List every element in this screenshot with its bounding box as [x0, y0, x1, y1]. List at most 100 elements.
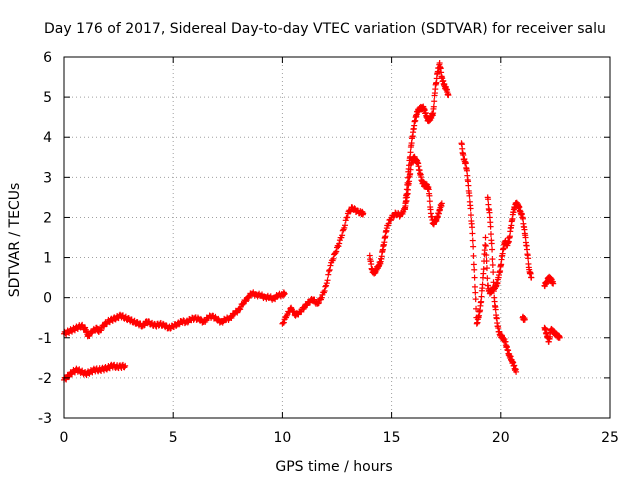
data-point — [426, 192, 433, 199]
data-point — [323, 280, 330, 287]
y-axis-label: SDTVAR / TECUs — [7, 183, 23, 298]
data-point — [472, 296, 479, 303]
data-point — [469, 230, 476, 237]
data-point — [407, 149, 414, 156]
data-marks — [61, 60, 563, 383]
data-point — [404, 179, 411, 186]
data-point — [481, 247, 488, 254]
x-tick-label: 10 — [273, 430, 291, 446]
data-point — [326, 266, 333, 273]
data-point — [513, 368, 520, 375]
data-point — [471, 274, 478, 281]
data-point — [492, 306, 499, 313]
data-point — [489, 246, 496, 253]
data-point — [98, 327, 105, 334]
data-point — [482, 242, 489, 249]
data-point — [304, 302, 311, 309]
data-point — [281, 290, 288, 297]
data-point — [387, 217, 394, 224]
y-tick-label: 1 — [43, 251, 52, 267]
data-point — [469, 237, 476, 244]
data-point — [322, 283, 329, 290]
data-point — [483, 265, 490, 272]
y-tick-label: 5 — [43, 90, 52, 106]
data-point — [339, 232, 346, 239]
data-point — [431, 98, 438, 105]
x-tick-label: 25 — [601, 430, 619, 446]
data-point — [525, 255, 532, 262]
data-point — [488, 240, 495, 247]
data-point — [318, 294, 325, 301]
data-point — [484, 275, 491, 282]
data-point — [489, 261, 496, 268]
data-point — [342, 217, 349, 224]
data-point — [487, 223, 494, 230]
data-point — [471, 266, 478, 273]
data-point — [438, 200, 445, 207]
data-point — [490, 269, 497, 276]
y-tick-label: 6 — [43, 50, 52, 66]
y-tick-label: 0 — [43, 291, 52, 307]
data-point — [479, 281, 486, 288]
data-point — [485, 196, 492, 203]
data-point — [466, 192, 473, 199]
data-point — [478, 293, 485, 300]
data-point — [280, 319, 287, 326]
data-point — [483, 258, 490, 265]
data-point — [478, 298, 485, 305]
axis-ticks: 0 5 10 15 20 25 -3 -2 -1 0 1 2 3 4 5 6 — [38, 50, 619, 446]
y-tick-label: 3 — [43, 170, 52, 186]
plot-frame — [63, 56, 611, 419]
y-tick-label: -1 — [38, 331, 52, 347]
data-point — [344, 214, 351, 221]
data-point — [471, 283, 478, 290]
data-point — [470, 261, 477, 268]
data-point — [324, 277, 331, 284]
data-point — [342, 222, 349, 229]
data-point — [430, 103, 437, 110]
data-point — [402, 200, 409, 207]
data-point — [482, 234, 489, 241]
chart-title: Day 176 of 2017, Sidereal Day-to-day VTE… — [44, 21, 606, 37]
data-point — [528, 274, 535, 281]
data-point — [470, 252, 477, 259]
data-point — [184, 319, 191, 326]
data-point — [472, 289, 479, 296]
data-point — [86, 332, 93, 339]
y-tick-label: -2 — [38, 371, 52, 387]
data-point — [336, 240, 343, 247]
y-tick-label: 2 — [43, 210, 52, 226]
x-tick-label: 0 — [60, 430, 69, 446]
data-point — [465, 182, 472, 189]
data-point — [473, 305, 480, 312]
data-point — [333, 248, 340, 255]
data-point — [332, 249, 339, 256]
data-point — [426, 198, 433, 205]
data-point — [396, 213, 403, 220]
x-tick-label: 15 — [383, 430, 401, 446]
data-point — [550, 280, 557, 287]
data-point — [487, 231, 494, 238]
data-point — [327, 262, 334, 269]
data-point — [360, 210, 367, 217]
data-point — [404, 174, 411, 181]
data-point — [521, 316, 528, 323]
data-point — [330, 255, 337, 262]
y-tick-label: -3 — [38, 411, 52, 427]
data-point — [325, 267, 332, 274]
x-tick-label: 20 — [492, 430, 510, 446]
data-point — [467, 205, 474, 212]
data-point — [122, 362, 129, 369]
x-tick-label: 5 — [169, 430, 178, 446]
data-point — [483, 252, 490, 259]
data-point — [470, 243, 477, 250]
data-point — [489, 256, 496, 263]
data-point — [176, 321, 183, 328]
x-axis-label: GPS time / hours — [275, 459, 392, 475]
data-point — [445, 92, 452, 99]
data-point — [385, 220, 392, 227]
data-point — [480, 266, 487, 273]
data-point — [335, 243, 342, 250]
data-point — [490, 288, 497, 295]
